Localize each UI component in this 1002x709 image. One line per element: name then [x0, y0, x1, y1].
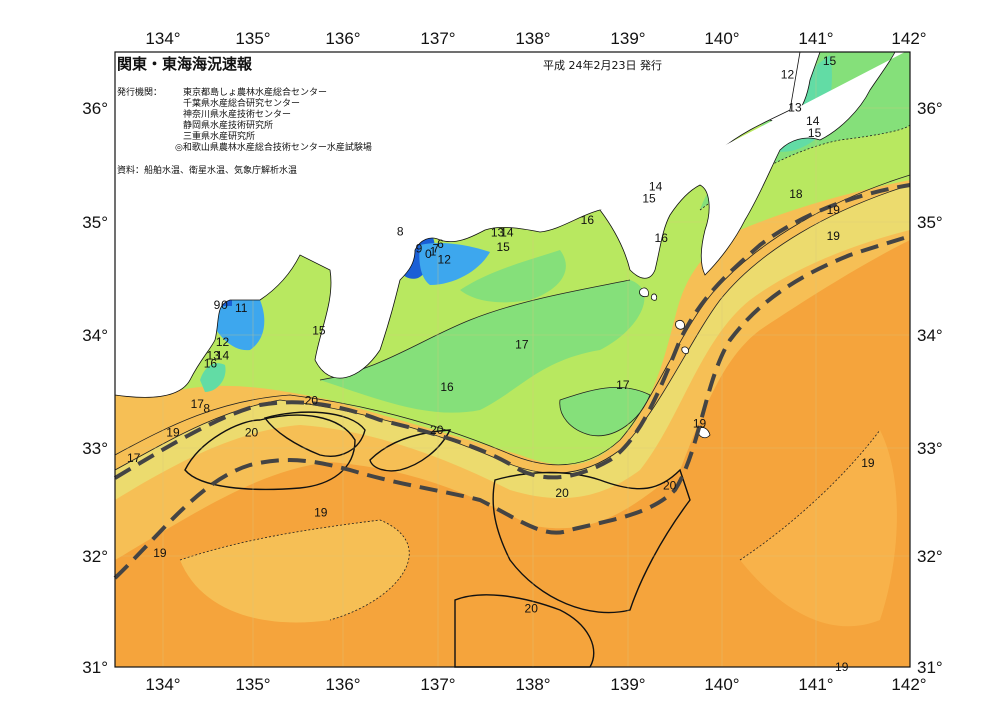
isotherm-label: 12: [781, 68, 795, 82]
latitude-label-left: 34°: [82, 326, 108, 345]
isotherm-label: 9: [214, 298, 221, 312]
longitude-label-bottom: 138°: [515, 675, 550, 694]
latitude-label-left: 36°: [82, 99, 108, 118]
issuer-item: 千葉県水産総合研究センター: [183, 97, 300, 109]
longitude-label-bottom: 136°: [325, 675, 360, 694]
isotherm-label: 20: [555, 486, 569, 500]
issuer-label: 発行機関：: [117, 86, 162, 98]
isotherm-label: 19: [153, 546, 167, 560]
longitude-label-bottom: 140°: [704, 675, 739, 694]
latitude-label-left: 32°: [82, 547, 108, 566]
issuer-item: ◎和歌山県農林水産総合技術センター水産試験場: [175, 141, 372, 153]
isotherm-label: 1: [430, 245, 437, 259]
isotherm-label: 16: [440, 380, 454, 394]
longitude-label-top: 137°: [420, 29, 455, 48]
latitude-label-right: 33°: [917, 439, 943, 458]
longitude-label-top: 142°: [891, 29, 926, 48]
isotherm-label: 17: [127, 451, 141, 465]
longitude-label-top: 138°: [515, 29, 550, 48]
isotherm-label: 15: [808, 126, 822, 140]
isotherm-label: 0: [425, 247, 432, 261]
isotherm-label: 17: [191, 397, 205, 411]
isotherm-label: 19: [835, 660, 849, 674]
isotherm-label: 20: [525, 601, 539, 615]
latitude-label-right: 35°: [917, 213, 943, 232]
isotherm-label: 14: [500, 226, 514, 240]
isotherm-label: 15: [312, 324, 326, 338]
longitude-label-bottom: 134°: [145, 675, 180, 694]
isotherm-label: 12: [216, 335, 230, 349]
info-panel: 関東・東海海況速報 平成 24年2月23日 発行 発行機関： 東京都島しょ農林水…: [117, 55, 662, 176]
isotherm-label: 6: [437, 237, 444, 251]
latitude-label-left: 33°: [82, 439, 108, 458]
isotherm-label: 11: [235, 301, 248, 315]
latitude-label-right: 31°: [917, 658, 943, 677]
isotherm-label: 13: [788, 100, 802, 114]
data-source: 資料：船舶水温、衛星水温、気象庁解析水温: [117, 164, 297, 176]
issuer-item: 神奈川県水産技術センター: [183, 108, 291, 120]
isotherm-label: 16: [581, 213, 595, 227]
latitude-label-right: 32°: [917, 547, 943, 566]
isotherm-label: 0: [221, 298, 228, 312]
latitude-label-right: 34°: [917, 326, 943, 345]
map-frame: [114, 51, 911, 668]
isotherm-label: 19: [314, 505, 328, 519]
kuroshio-axis-line: [113, 183, 911, 580]
isotherm-label: 7: [432, 241, 439, 255]
isotherm-label: 16: [204, 356, 218, 370]
map-title: 関東・東海海況速報: [117, 55, 253, 73]
isotherm-label: 13: [207, 349, 221, 363]
isotherm-label: 13: [491, 226, 505, 240]
isotherm-label: 9: [416, 241, 423, 255]
isotherm-contours-20: [184, 411, 691, 668]
longitude-label-top: 139°: [610, 29, 645, 48]
issuer-item: 東京都島しょ農林水産総合センター: [183, 86, 327, 98]
isotherm-label: 17: [515, 337, 529, 351]
isotherm-label: 12: [438, 253, 452, 267]
longitude-label-bottom: 135°: [235, 675, 270, 694]
isotherm-label: 19: [827, 203, 841, 217]
longitude-label-bottom: 137°: [420, 675, 455, 694]
isotherm-label: 14: [806, 114, 820, 128]
longitude-label-bottom: 141°: [798, 675, 833, 694]
isotherm-label: 19: [827, 229, 841, 243]
isotherm-label: 8: [397, 224, 404, 238]
isotherm-label: 15: [823, 54, 837, 68]
isotherm-label: 20: [430, 423, 444, 437]
isotherm-label: 20: [245, 425, 259, 439]
issuer-item: 三重県水産研究所: [183, 130, 255, 142]
longitude-label-top: 141°: [798, 29, 833, 48]
isotherm-label: 18: [789, 187, 803, 201]
isotherm-label: 16: [655, 231, 669, 245]
longitude-label-top: 135°: [235, 29, 270, 48]
issuer-item: 静岡県水産技術研究所: [183, 119, 273, 131]
latitude-label-left: 35°: [82, 213, 108, 232]
isotherm-label: 19: [693, 416, 707, 430]
isotherm-label: 17: [616, 378, 630, 392]
isotherm-label: 20: [663, 478, 677, 492]
land-mask: [114, 51, 905, 439]
longitude-label-top: 140°: [704, 29, 739, 48]
longitude-label-bottom: 142°: [891, 675, 926, 694]
issue-date: 平成 24年2月23日 発行: [543, 58, 662, 72]
isotherm-label: 19: [166, 425, 180, 439]
latitude-label-left: 31°: [82, 658, 108, 677]
isotherm-label: 15: [496, 240, 510, 254]
longitude-label-bottom: 139°: [610, 675, 645, 694]
isotherm-label: 8: [203, 402, 210, 416]
isotherm-label: 14: [649, 179, 663, 193]
isotherm-label: 19: [861, 456, 875, 470]
longitude-label-top: 134°: [145, 29, 180, 48]
isotherm-label: 15: [642, 192, 656, 206]
latitude-label-right: 36°: [917, 99, 943, 118]
isotherm-label: 14: [216, 349, 230, 363]
isotherm-label: 20: [305, 394, 319, 408]
axis-labels: 134°134°135°135°136°136°137°137°138°138°…: [82, 29, 942, 694]
longitude-label-top: 136°: [325, 29, 360, 48]
